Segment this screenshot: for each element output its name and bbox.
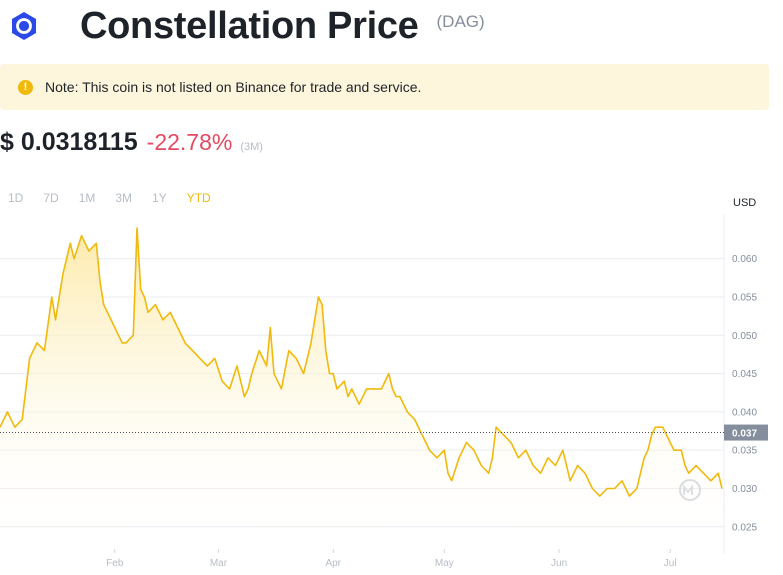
y-tick-label: 0.055 bbox=[732, 292, 757, 303]
price-row: $ 0.0318115 -22.78% (3M) bbox=[0, 128, 263, 157]
currency-label: USD bbox=[733, 197, 757, 209]
x-tick-label: Mar bbox=[210, 558, 228, 569]
change-period: (3M) bbox=[240, 141, 263, 153]
y-tick-label: 0.060 bbox=[732, 254, 757, 265]
range-1y[interactable]: 1Y bbox=[152, 191, 167, 205]
header: Constellation Price (DAG) bbox=[8, 4, 485, 48]
price-area-fill bbox=[0, 228, 722, 549]
notice-text: Note: This coin is not listed on Binance… bbox=[45, 79, 422, 95]
y-tick-label: 0.050 bbox=[732, 331, 757, 342]
page-title: Constellation Price bbox=[80, 4, 419, 47]
watermark-ring bbox=[679, 479, 701, 501]
y-tick-label: 0.030 bbox=[732, 484, 757, 495]
not-listed-notice: ! Note: This coin is not listed on Binan… bbox=[0, 64, 769, 110]
current-price: $ 0.0318115 bbox=[0, 128, 138, 156]
range-1d[interactable]: 1D bbox=[8, 191, 24, 205]
x-tick-label: Feb bbox=[106, 558, 124, 569]
current-price-badge bbox=[724, 424, 768, 441]
x-tick-label: Jun bbox=[551, 558, 567, 569]
y-tick-label: 0.045 bbox=[732, 369, 757, 380]
watermark-mark bbox=[683, 484, 693, 495]
range-7d[interactable]: 7D bbox=[43, 191, 59, 205]
coinmarketcap-watermark-icon bbox=[679, 479, 701, 501]
price-chart[interactable]: 0.037 0.060 0.055 0.050 0.045 0.040 0.035 0.03… bbox=[0, 215, 775, 575]
y-tick-label: 0.035 bbox=[732, 446, 757, 457]
x-tick-label: Jul bbox=[664, 558, 677, 569]
x-tick-label: May bbox=[435, 558, 454, 569]
range-ytd[interactable]: YTD bbox=[186, 191, 211, 205]
range-1m[interactable]: 1M bbox=[78, 191, 96, 205]
y-tick-label: 0.040 bbox=[732, 407, 757, 418]
range-selector: 1D 7D 1M 3M 1Y YTD bbox=[8, 191, 231, 205]
price-line bbox=[0, 227, 723, 497]
coin-symbol: (DAG) bbox=[436, 12, 485, 31]
x-tick-label: Apr bbox=[325, 558, 341, 569]
current-price-badge-label: 0.037 bbox=[732, 429, 757, 440]
y-tick-label: 0.025 bbox=[732, 522, 757, 533]
range-3m[interactable]: 3M bbox=[115, 191, 133, 205]
price-change: -22.78% bbox=[146, 129, 233, 155]
exclamation-circle-icon: ! bbox=[18, 79, 33, 95]
constellation-hexagon-icon bbox=[12, 12, 36, 40]
